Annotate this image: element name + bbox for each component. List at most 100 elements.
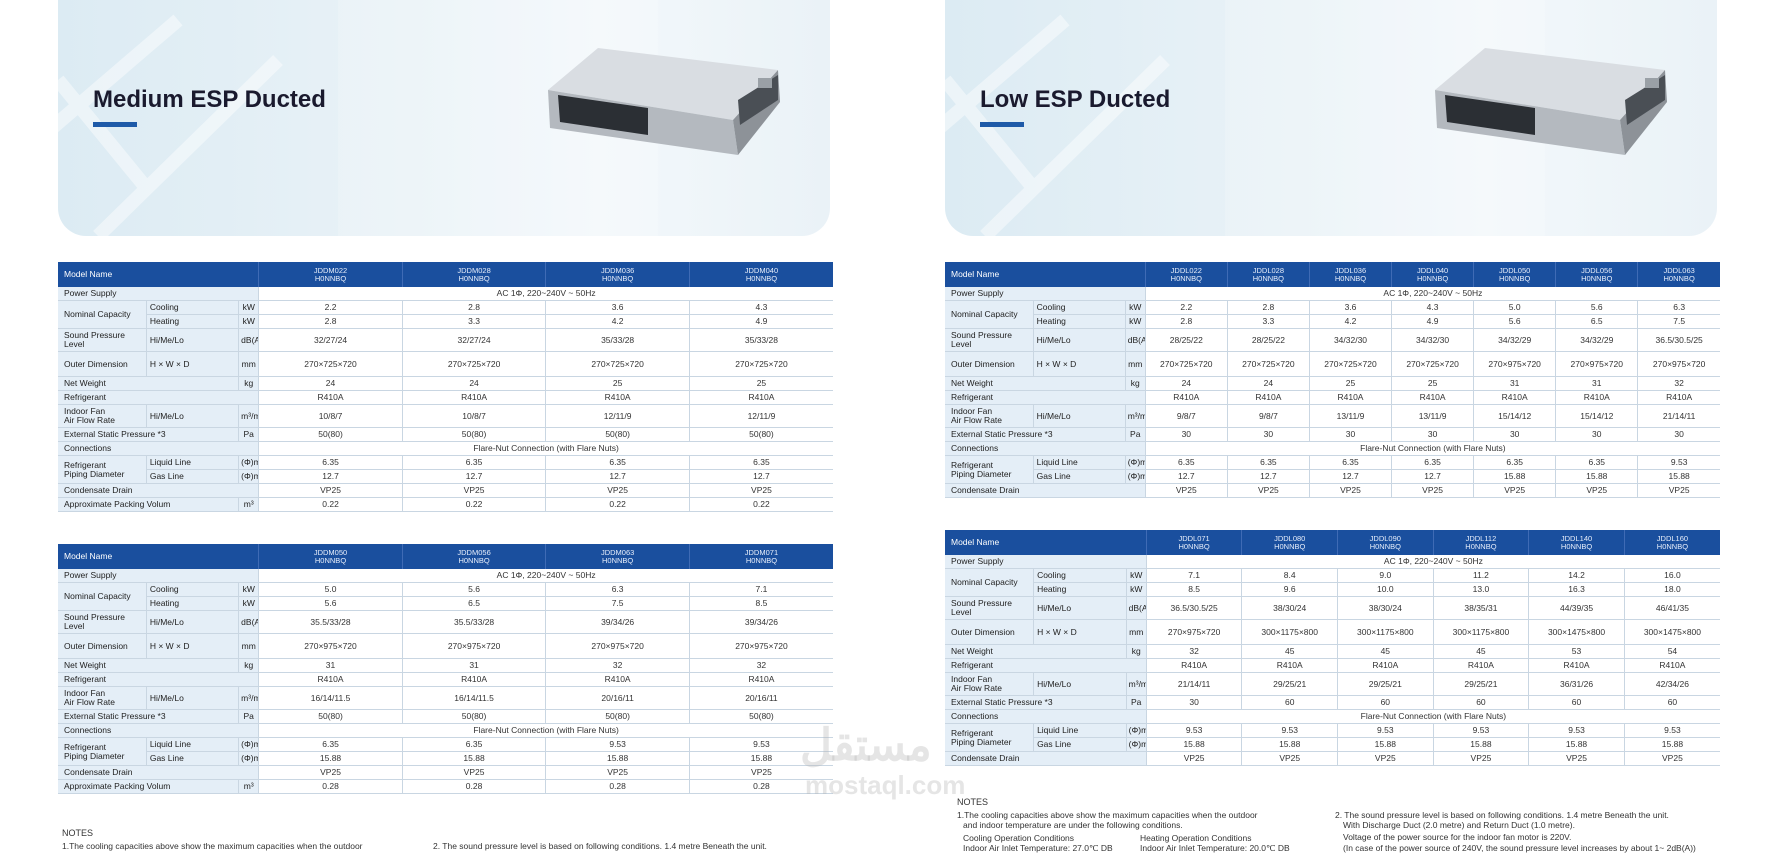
value-cell: 0.28: [545, 779, 690, 794]
value-cell: 20/16/11: [688, 686, 833, 710]
value-cell: 4.3: [1391, 300, 1474, 315]
value-cell: 270×725×720: [545, 351, 690, 377]
label-cell: kW: [1124, 314, 1146, 329]
value-cell: 4.3: [688, 300, 833, 315]
indoor-heat-temp: Indoor Air Inlet Temperature: 20.0℃ DB: [1140, 843, 1290, 853]
value-cell: 0.28: [688, 779, 833, 794]
label-cell: m³/min: [238, 686, 259, 710]
note-1-cont: and indoor temperature are under the fol…: [963, 820, 1183, 830]
label-cell: Indoor Fan Air Flow Rate: [58, 686, 147, 710]
value-cell: VP25: [1145, 751, 1242, 766]
value-cell: R410A: [688, 672, 833, 687]
label-cell: Heating: [145, 314, 239, 329]
value-cell: 45: [1337, 644, 1434, 659]
table-row: Connections Flare-Nut Connection (with Fl…: [58, 723, 833, 738]
value-cell: 24: [1226, 376, 1310, 391]
value-cell: 0.28: [258, 779, 403, 794]
value-cell: 53: [1528, 644, 1625, 659]
label-cell: Liquid Line: [145, 455, 239, 470]
label-cell: Gas Line: [1032, 469, 1126, 484]
model-name-cell: JDDL090 H0NNBQ: [1337, 530, 1434, 555]
spec-table-low-2: Model Name JDDL071 H0NNBQ JDDL080 H0NNBQ JDDL…: [945, 530, 1720, 766]
value-cell: 25: [1391, 376, 1474, 391]
value-cell: 12.7: [1226, 469, 1310, 484]
value-cell: 30: [1637, 427, 1720, 442]
label-cell: kW: [238, 596, 259, 611]
value-cell: 270×975×720: [258, 633, 403, 659]
label-cell: mm: [1125, 619, 1147, 645]
value-cell: 32: [1145, 644, 1242, 659]
table-row: Nominal Capacity Cooling kW 2.2 2.8 3.6 4.3: [58, 300, 833, 329]
value-cell: VP25: [1226, 483, 1310, 498]
label-cell: Pa: [238, 427, 259, 442]
model-name-cell: JDDL056 H0NNBQ: [1555, 262, 1638, 287]
value-cell: R410A: [1145, 658, 1242, 673]
value-cell: 270×975×720: [1637, 351, 1720, 377]
value-cell: 6.3: [545, 582, 690, 597]
table-row: External Static Pressure *3 Pa 30 30 30 30 30 3…: [945, 427, 1720, 442]
label-cell: dB(A): [1124, 328, 1146, 352]
note-2-voltage: Voltage of the power source for the indo…: [1343, 832, 1572, 842]
label-cell: Connections: [58, 723, 259, 738]
label-cell: kg: [238, 376, 259, 391]
value-cell: VP25: [545, 483, 690, 498]
cooling-conditions: Cooling Operation Conditions: [963, 833, 1075, 843]
spec-table-medium-1: Model Name JDDM022 H0NNBQ JDDM028 H0NNBQ JDDM…: [58, 262, 833, 512]
table-row: Condensate Drain VP25 VP25 VP25 VP25: [58, 765, 833, 780]
indoor-cool-temp: Indoor Air Inlet Temperature: 27.0℃ DB: [963, 843, 1113, 853]
value-cell: 35.5/33/28: [401, 610, 546, 634]
value-cell: R410A: [258, 390, 403, 405]
value-cell: 5.6: [258, 596, 403, 611]
label-cell: Refrigerant: [58, 390, 259, 405]
label-cell: Gas Line: [1033, 737, 1127, 752]
label-cell: Heating: [1033, 582, 1127, 597]
value-cell: 6.35: [1391, 455, 1474, 470]
title-underline: [980, 122, 1024, 127]
note-2-cont: With Discharge Duct (2.0 metre) and Retu…: [1343, 820, 1575, 830]
value-cell: 15.88: [1473, 469, 1556, 484]
label-cell: Liquid Line: [1033, 723, 1127, 738]
model-name-cell: JDDL036 H0NNBQ: [1308, 262, 1392, 287]
value-cell: 12/11/9: [688, 404, 833, 428]
value-cell: 38/30/24: [1241, 596, 1338, 620]
label-cell: Net Weight: [945, 376, 1126, 391]
label-cell: Liquid Line: [145, 737, 239, 752]
table-row: Sound PressureLevelHi/Me/LodB(A)36.5/30.…: [945, 596, 1720, 620]
value-cell: 10.0: [1337, 582, 1434, 597]
table-row: Gas Line(Φ)mm15.8815.8815.8815.8815.8815…: [945, 737, 1720, 752]
value-cell: 9/8/7: [1144, 404, 1228, 428]
value-cell: 20/16/11: [545, 686, 690, 710]
label-cell: Refrigerant: [58, 672, 259, 687]
model-name-cell: JDDM071 H0NNBQ: [688, 544, 833, 569]
table-row: External Static Pressure *3 Pa 50(80) 50(80…: [58, 709, 833, 724]
value-cell: 32/27/24: [401, 328, 546, 352]
hero-banner: Low ESP Ducted: [945, 0, 1717, 236]
model-name-cell: JDDL050 H0NNBQ: [1473, 262, 1556, 287]
value-cell: VP25: [258, 765, 403, 780]
value-cell: 300×1475×800: [1623, 619, 1720, 645]
label-cell: Sound Pressure Level: [945, 328, 1034, 352]
value-cell: 6.5: [1555, 314, 1638, 329]
value-cell: 15.88: [1145, 737, 1242, 752]
value-cell: VP25: [1308, 483, 1392, 498]
value-cell: 50(80): [545, 709, 690, 724]
label-cell: Cooling: [145, 300, 239, 315]
value-cell: 5.6: [401, 582, 546, 597]
value-cell: 60: [1241, 695, 1338, 710]
value-cell: 270×975×720: [688, 633, 833, 659]
model-name-cell: JDDL063 H0NNBQ: [1637, 262, 1720, 287]
value-cell: 8.5: [1145, 582, 1242, 597]
label-cell: m³/min: [1124, 404, 1146, 428]
table-row: Power Supply AC 1Φ, 220~240V ~ 50Hz: [945, 287, 1720, 301]
value-cell: 6.35: [1226, 455, 1310, 470]
watermark-latin: mostaql.com: [805, 770, 966, 800]
value-cell: R410A: [1432, 658, 1529, 673]
label-cell: (Φ)mm: [238, 751, 259, 766]
label-cell: Outer Dimension: [58, 351, 147, 377]
value-cell: 5.0: [258, 582, 403, 597]
value-cell: R410A: [1337, 658, 1434, 673]
table-row: Gas Line(Φ)mm12.712.712.712.715.8815.881…: [945, 469, 1720, 484]
label-cell: Indoor Fan Air Flow Rate: [945, 404, 1034, 428]
page-title: Low ESP Ducted: [980, 86, 1171, 113]
